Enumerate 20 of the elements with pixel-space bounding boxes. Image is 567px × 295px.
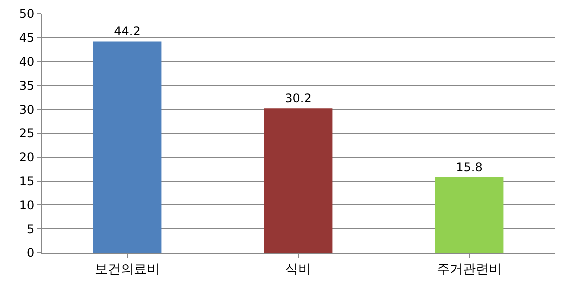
bar — [435, 177, 504, 253]
y-tick-label: 25 — [19, 126, 35, 141]
bar — [264, 108, 333, 253]
x-tick-label: 식비 — [286, 262, 312, 278]
y-tick-label: 15 — [19, 174, 35, 188]
y-tick-label: 45 — [19, 31, 35, 46]
data-label: 44.2 — [114, 24, 141, 39]
y-tick-label: 50 — [19, 7, 35, 22]
bar — [93, 42, 162, 253]
data-label: 30.2 — [285, 92, 312, 106]
y-tick-label: 30 — [19, 102, 35, 117]
x-tick-label: 주거관련비 — [437, 262, 502, 278]
y-tick-label: 35 — [19, 78, 35, 93]
y-tick-label: 10 — [19, 198, 35, 212]
x-tick-label: 보건의료비 — [95, 262, 160, 278]
y-tick-label: 40 — [19, 55, 35, 69]
y-tick-label: 0 — [26, 246, 35, 260]
y-tick-label: 5 — [26, 222, 35, 236]
data-label: 15.8 — [456, 160, 483, 174]
y-tick-label: 20 — [19, 150, 35, 165]
